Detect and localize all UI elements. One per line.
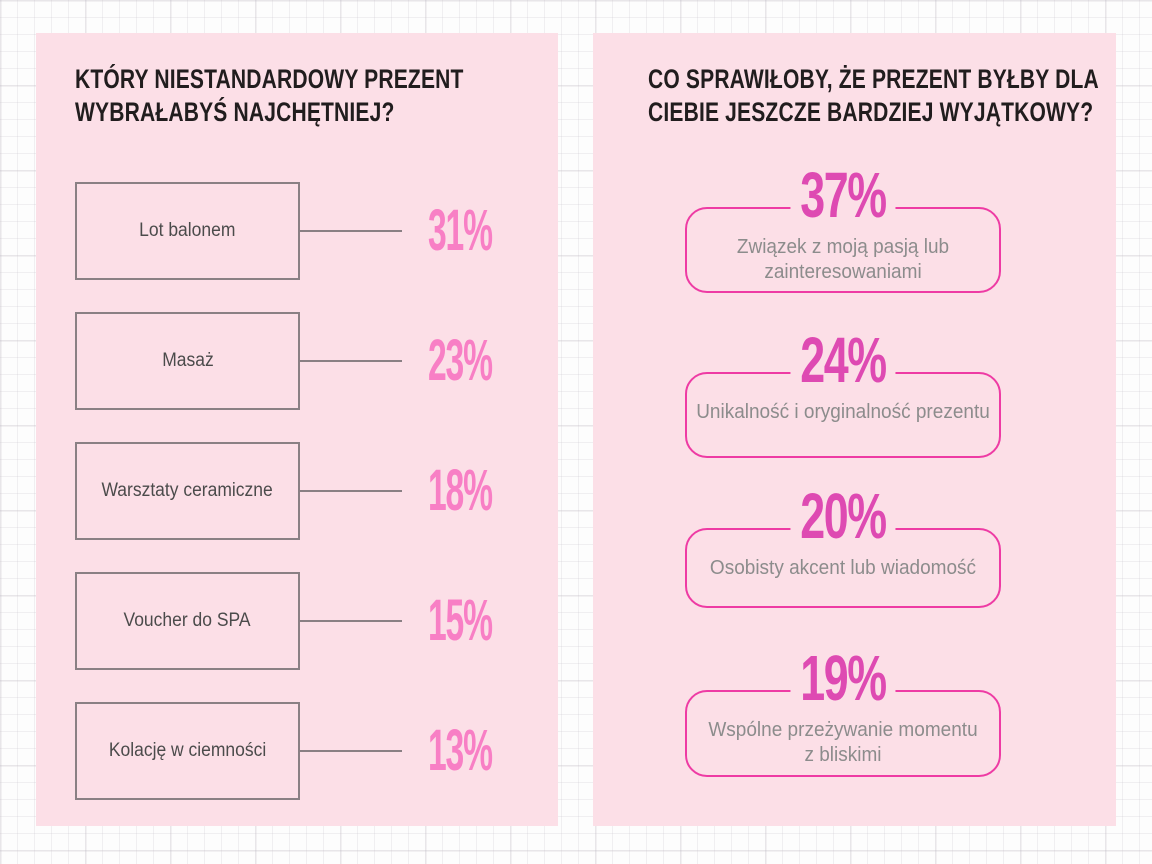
percent-value: 37%	[790, 163, 896, 227]
percent-value: 31%	[428, 198, 493, 263]
stat-description: Związek z moją pasją lub zainteresowaniam…	[736, 236, 950, 283]
option-box: Warsztaty ceramiczne	[75, 442, 300, 540]
bar-row-lot-balonem: Lot balonem 31%	[75, 182, 538, 280]
percent-value: 13%	[428, 718, 493, 783]
connector-line	[300, 490, 402, 492]
stat-description: Osobisty akcent lub wiadomość	[709, 557, 977, 579]
option-box: Lot balonem	[75, 182, 300, 280]
option-label: Kolację w ciemności	[108, 740, 267, 761]
right-question-title: CO SPRAWIŁOBY, ŻE PREZENT BYŁBY DLA CIEBI…	[648, 64, 1099, 127]
option-box: Voucher do SPA	[75, 572, 300, 670]
connector-line	[300, 360, 402, 362]
stat-card-akcent: 20% Osobisty akcent lub wiadomość	[685, 484, 1001, 608]
left-question-title: KTÓRY NIESTANDARDOWY PREZENT WYBRAŁABYŚ N…	[75, 64, 464, 127]
connector-line	[300, 750, 402, 752]
percent-value: 15%	[428, 588, 493, 653]
percent-value: 24%	[790, 328, 896, 392]
percent-value: 23%	[428, 328, 493, 393]
percent-value: 20%	[790, 484, 896, 548]
option-box: Masaż	[75, 312, 300, 410]
stat-description: Wspólne przeżywanie momentu z bliskimi	[708, 719, 978, 766]
bar-row-voucher: Voucher do SPA 15%	[75, 572, 538, 670]
connector-line	[300, 620, 402, 622]
percent-value: 18%	[428, 458, 493, 523]
stat-description: Unikalność i oryginalność prezentu	[696, 401, 990, 423]
bar-row-warsztaty: Warsztaty ceramiczne 18%	[75, 442, 538, 540]
option-label: Warsztaty ceramiczne	[101, 480, 274, 501]
bar-row-kolacja: Kolację w ciemności 13%	[75, 702, 538, 800]
option-label: Voucher do SPA	[124, 610, 251, 631]
option-box: Kolację w ciemności	[75, 702, 300, 800]
stat-card-wspolne: 19% Wspólne przeżywanie momentu z bliskim…	[685, 646, 1001, 777]
connector-line	[300, 230, 402, 232]
stat-card-pasja: 37% Związek z moją pasją lub zainteresowa…	[685, 163, 1001, 293]
option-label: Masaż	[161, 350, 214, 371]
stat-card-unikalnosc: 24% Unikalność i oryginalność prezentu	[685, 328, 1001, 458]
panel-right-question: CO SPRAWIŁOBY, ŻE PREZENT BYŁBY DLA CIEBI…	[593, 33, 1116, 826]
bar-row-masaz: Masaż 23%	[75, 312, 538, 410]
panel-left-question: KTÓRY NIESTANDARDOWY PREZENT WYBRAŁABYŚ N…	[36, 33, 558, 826]
option-label: Lot balonem	[139, 220, 236, 241]
percent-value: 19%	[790, 646, 896, 710]
